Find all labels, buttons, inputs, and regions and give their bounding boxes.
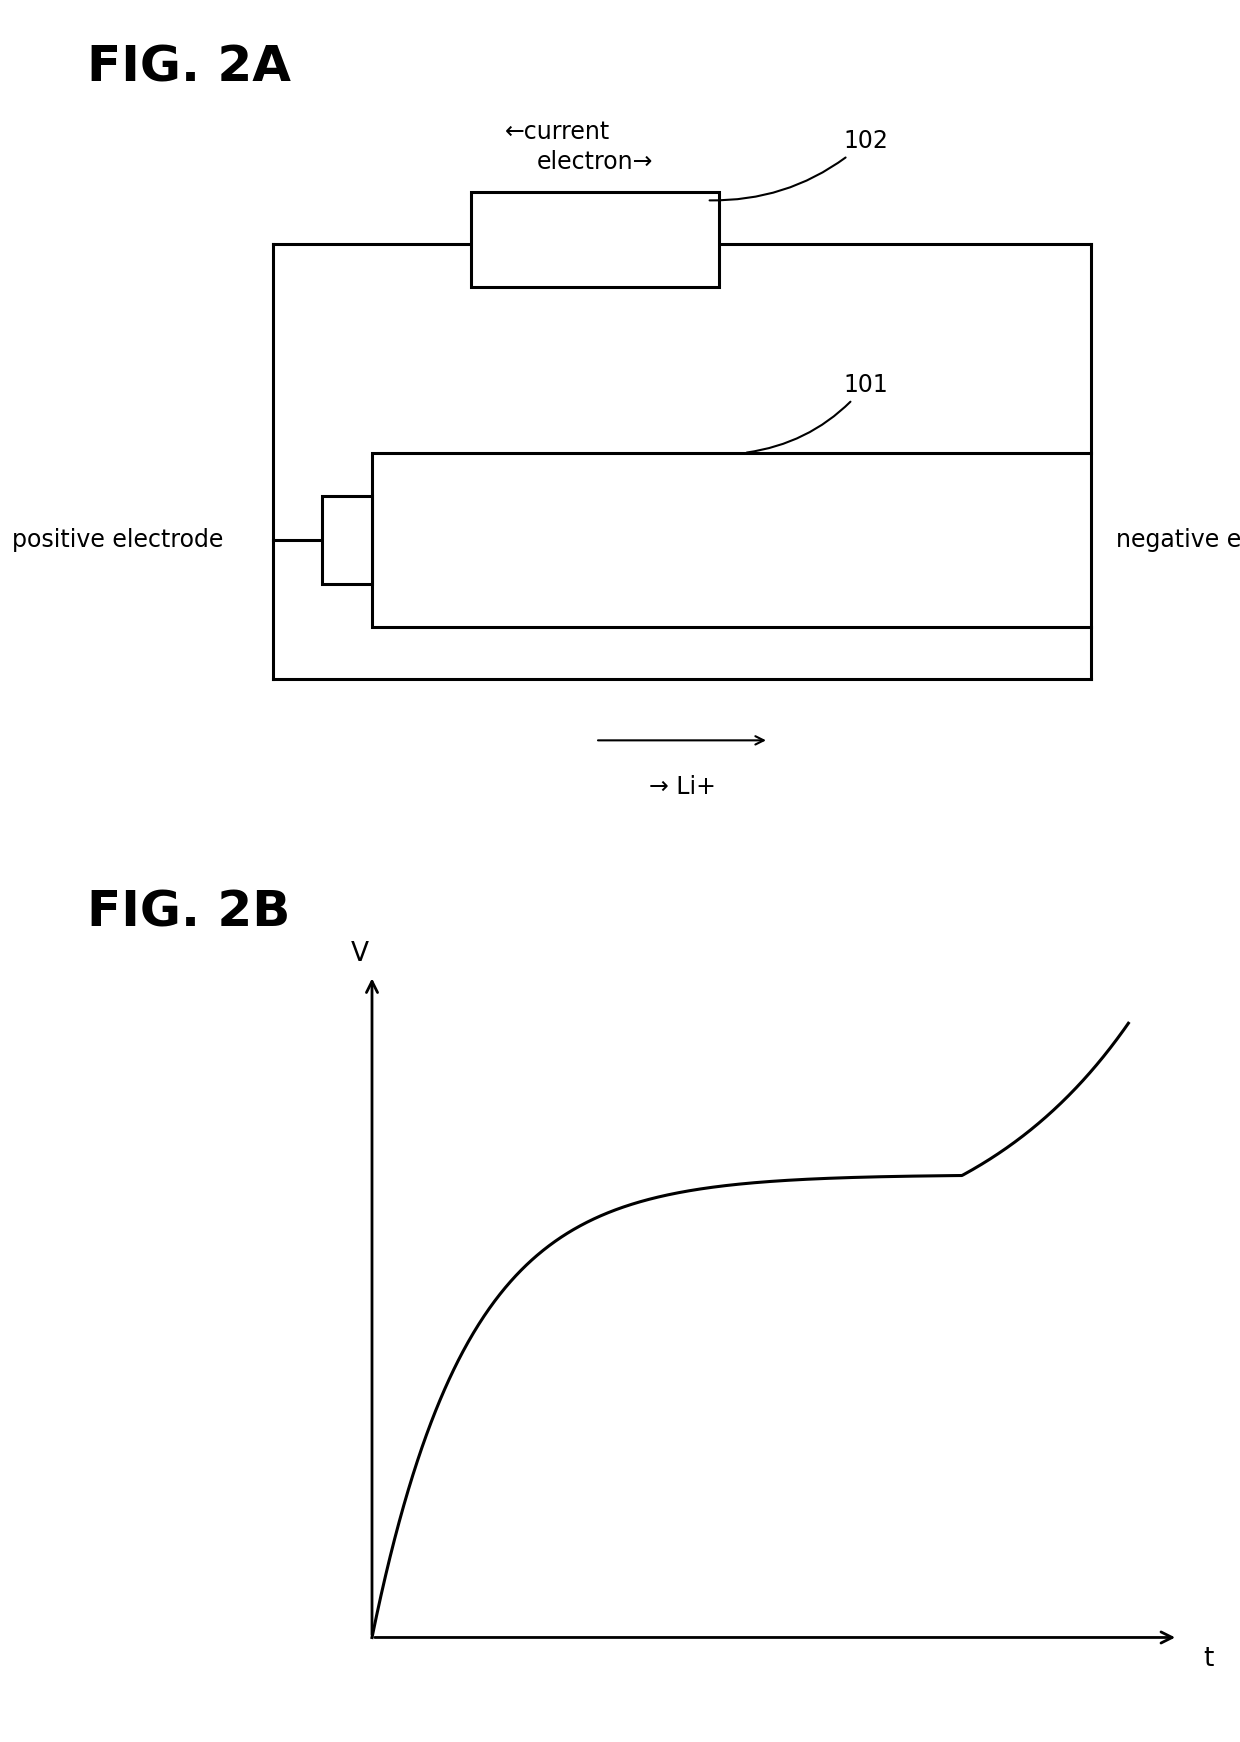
- Bar: [471, 192, 719, 287]
- Text: FIG. 2B: FIG. 2B: [87, 888, 290, 937]
- Bar: [372, 453, 1091, 627]
- Text: → Li+: → Li+: [649, 775, 715, 800]
- Text: ←current: ←current: [506, 120, 610, 145]
- Text: positive electrode: positive electrode: [12, 528, 223, 552]
- Text: V: V: [351, 941, 368, 967]
- Text: t: t: [1203, 1646, 1213, 1672]
- Text: 102: 102: [709, 129, 888, 200]
- Bar: [322, 496, 372, 584]
- Text: negative electrode: negative electrode: [1116, 528, 1240, 552]
- Text: 101: 101: [746, 373, 888, 453]
- Text: FIG. 2A: FIG. 2A: [87, 44, 291, 92]
- Text: electron→: electron→: [537, 150, 653, 174]
